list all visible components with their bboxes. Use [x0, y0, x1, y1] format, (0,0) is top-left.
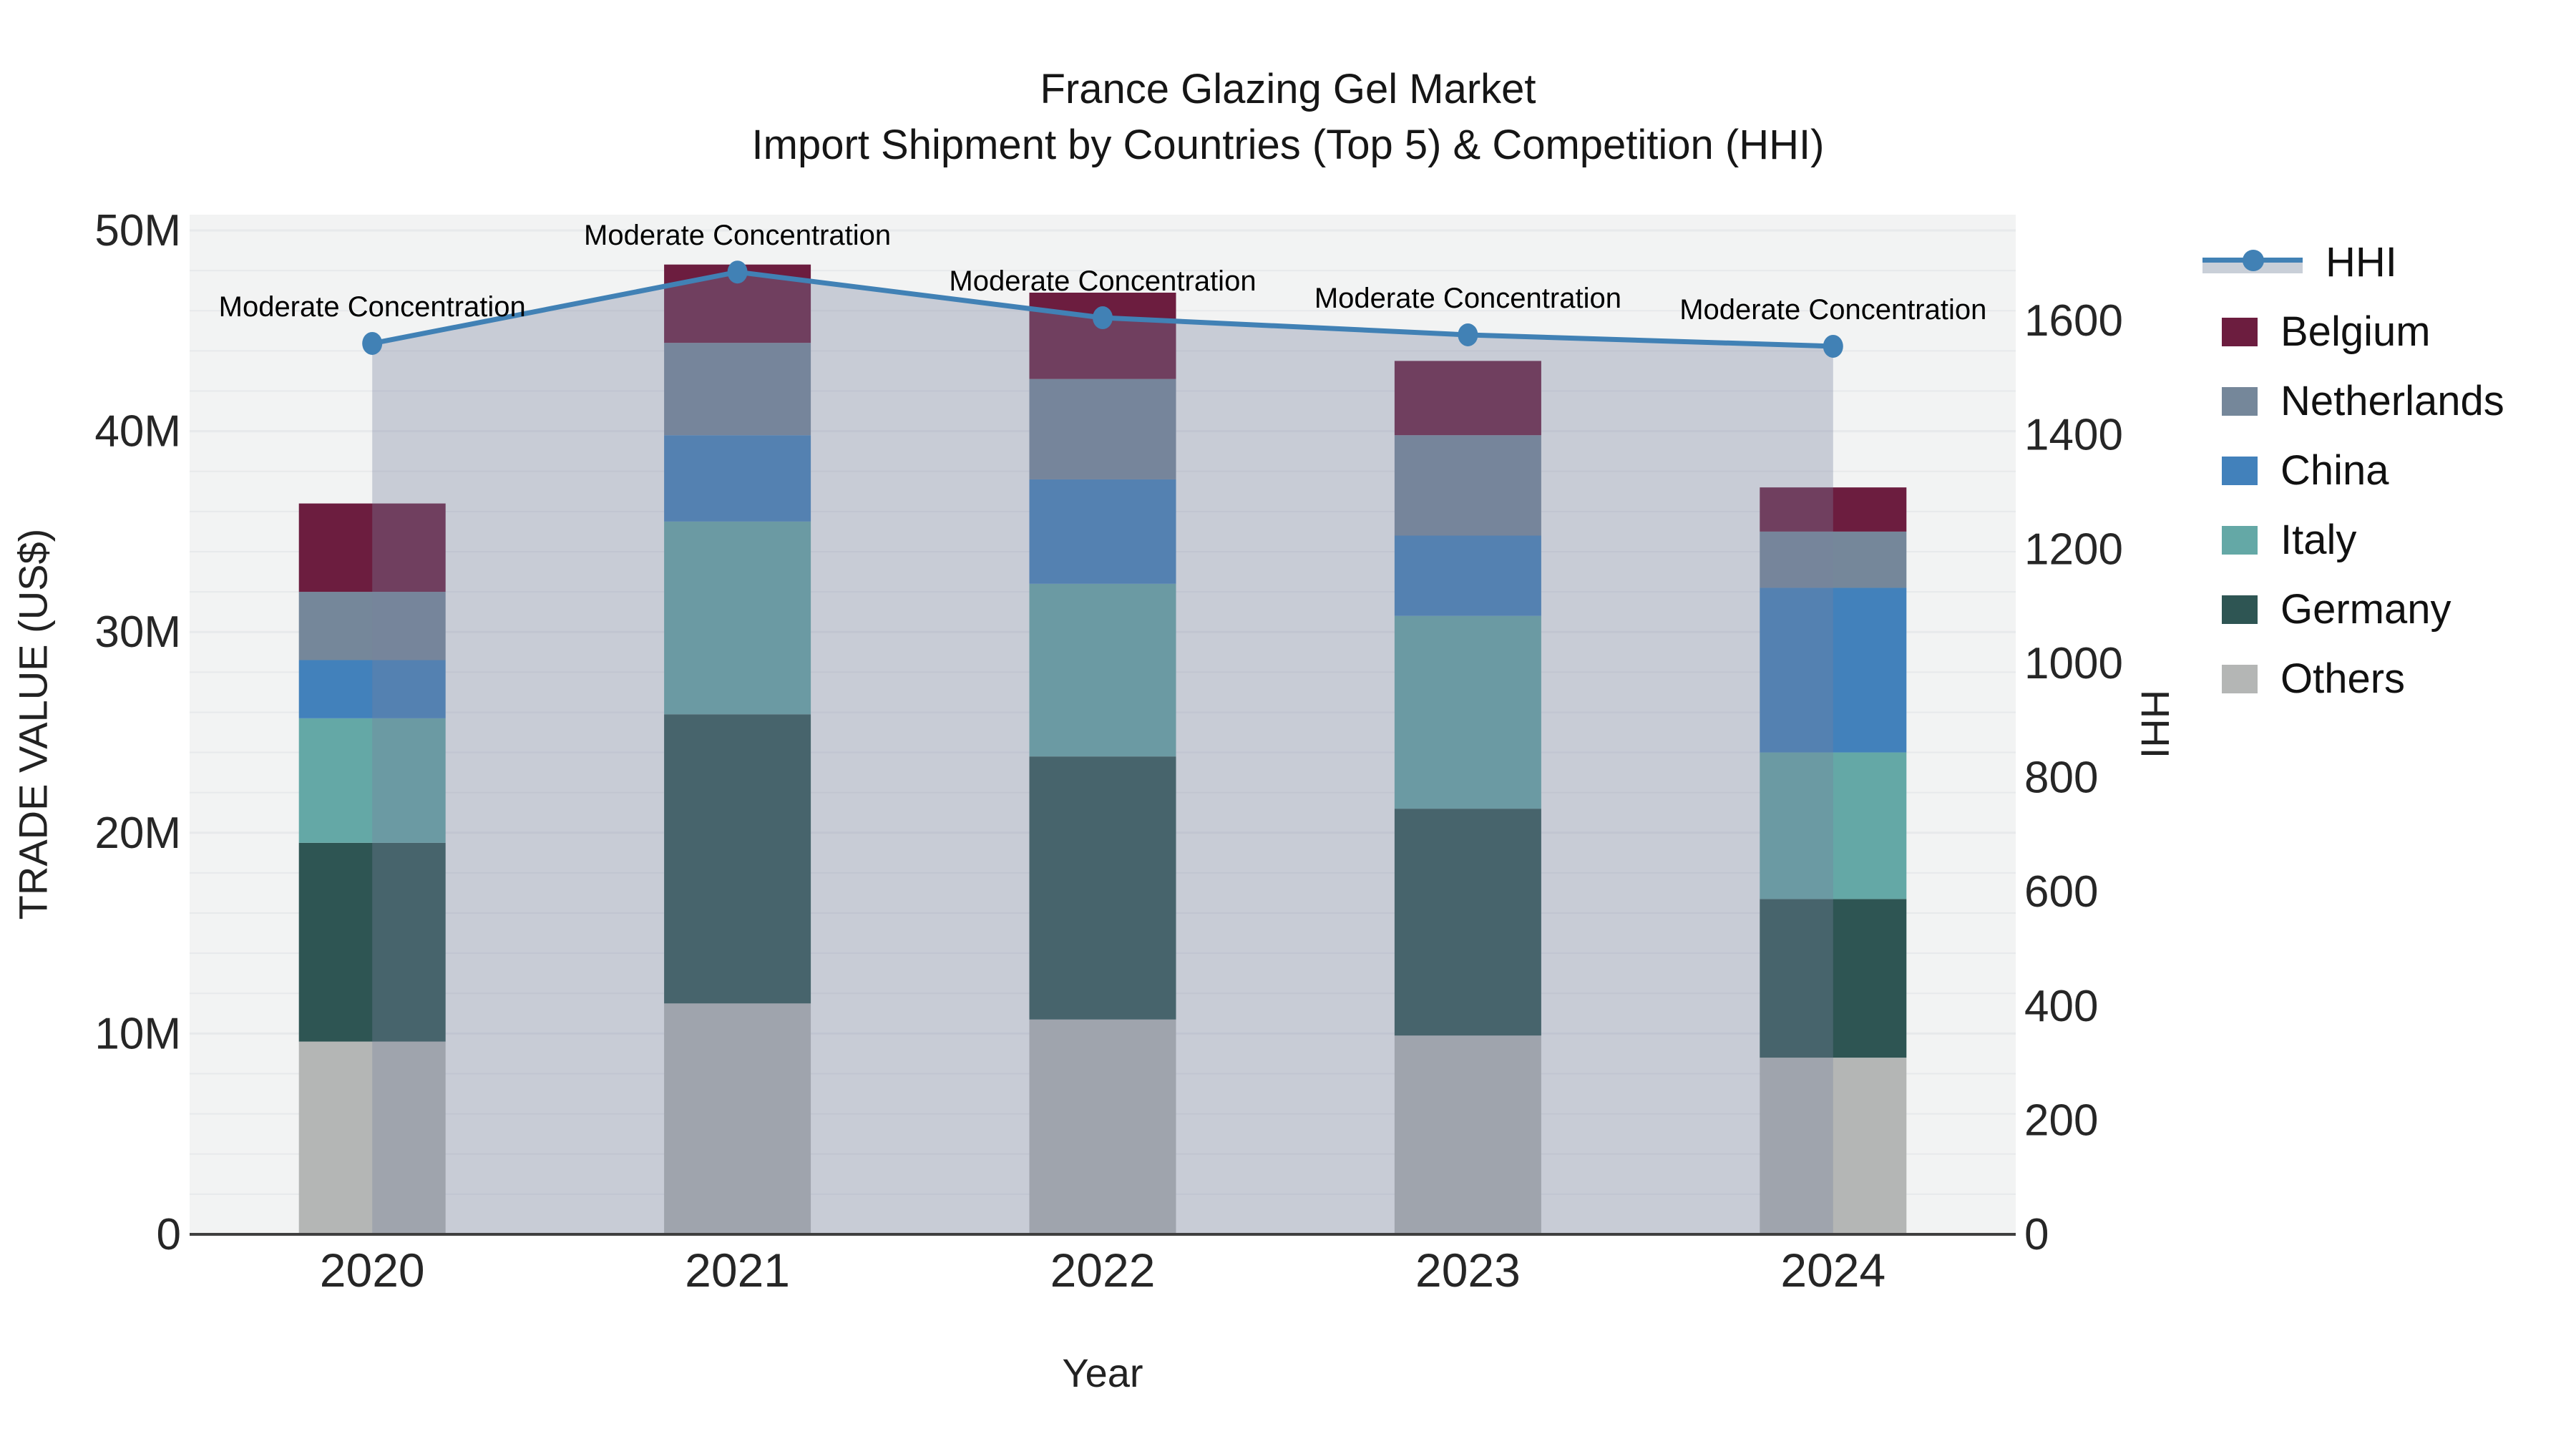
- legend-swatch-china: [2222, 456, 2258, 485]
- bar-segment-others-2024[interactable]: [1760, 1058, 1907, 1234]
- y-left-tick-40M: 40M: [94, 407, 181, 457]
- bar-segment-others-2020[interactable]: [298, 1041, 446, 1234]
- legend-swatch-germany: [2222, 595, 2258, 624]
- y-left-tick-20M: 20M: [94, 809, 181, 858]
- legend-item-belgium[interactable]: Belgium: [2202, 297, 2504, 366]
- bar-segment-italy-2022[interactable]: [1029, 583, 1176, 757]
- hhi-marker-2022[interactable]: [1093, 306, 1113, 330]
- y-left-tick-10M: 10M: [94, 1009, 181, 1058]
- y-right-tick-600: 600: [2024, 867, 2098, 917]
- y-right-tick-800: 800: [2024, 753, 2098, 803]
- y-right-tick-400: 400: [2024, 982, 2098, 1031]
- bar-segment-belgium-2020[interactable]: [298, 503, 446, 592]
- legend-item-china[interactable]: China: [2202, 436, 2504, 505]
- hhi-area: [372, 272, 1833, 1234]
- bar-segment-germany-2024[interactable]: [1760, 899, 1907, 1058]
- legend-swatch-belgium: [2222, 317, 2258, 346]
- x-tick-2024: 2024: [1780, 1244, 1885, 1297]
- annotation-2024: Moderate Concentration: [1679, 294, 1986, 326]
- hhi-marker-2023[interactable]: [1458, 323, 1478, 346]
- y-right-tick-1600: 1600: [2024, 296, 2123, 346]
- bar-segment-italy-2024[interactable]: [1760, 752, 1907, 899]
- y-right-tick-1400: 1400: [2024, 411, 2123, 460]
- chart-title-line1: France Glazing Gel Market: [1040, 66, 1536, 112]
- bar-segment-netherlands-2024[interactable]: [1760, 531, 1907, 588]
- bar-segment-netherlands-2023[interactable]: [1394, 435, 1541, 536]
- x-tick-2023: 2023: [1415, 1244, 1521, 1297]
- annotation-2020: Moderate Concentration: [219, 291, 526, 323]
- bar-segment-italy-2021[interactable]: [664, 521, 811, 715]
- bar-segment-china-2024[interactable]: [1760, 587, 1907, 753]
- legend-label-hhi: HHI: [2326, 239, 2397, 286]
- bar-segment-netherlands-2022[interactable]: [1029, 379, 1176, 479]
- bar-segment-germany-2023[interactable]: [1394, 809, 1541, 1036]
- chart-title: France Glazing Gel Market Import Shipmen…: [0, 62, 2576, 173]
- bar-segment-belgium-2023[interactable]: [1394, 361, 1541, 436]
- legend-label-belgium: Belgium: [2280, 308, 2431, 355]
- y-left-tick-30M: 30M: [94, 608, 181, 657]
- x-tick-2021: 2021: [685, 1244, 790, 1297]
- bar-segment-germany-2022[interactable]: [1029, 756, 1176, 1020]
- bar-segment-netherlands-2021[interactable]: [664, 343, 811, 436]
- legend-label-netherlands: Netherlands: [2280, 378, 2504, 424]
- y-right-axis-title: HHI: [2132, 689, 2178, 759]
- bar-segment-italy-2023[interactable]: [1394, 615, 1541, 809]
- bar-segment-china-2022[interactable]: [1029, 479, 1176, 584]
- legend-item-italy[interactable]: Italy: [2202, 505, 2504, 575]
- annotation-2023: Moderate Concentration: [1314, 283, 1621, 314]
- y-right-tick-0: 0: [2024, 1210, 2049, 1259]
- legend-item-others[interactable]: Others: [2202, 644, 2504, 713]
- hhi-marker-2021[interactable]: [727, 260, 748, 284]
- legend-item-hhi[interactable]: HHI: [2202, 228, 2504, 297]
- legend: HHI Belgium Netherlands China Italy Germany Ot…: [2202, 228, 2504, 713]
- y-right-tick-1200: 1200: [2024, 525, 2123, 574]
- x-axis-title: Year: [1062, 1350, 1143, 1395]
- bar-segment-germany-2021[interactable]: [664, 714, 811, 1004]
- bar-segment-netherlands-2020[interactable]: [298, 592, 446, 660]
- hhi-marker-dot-icon: [2243, 249, 2264, 271]
- x-tick-2020: 2020: [320, 1244, 425, 1297]
- annotation-2022: Moderate Concentration: [949, 265, 1256, 297]
- legend-swatch-netherlands: [2222, 386, 2258, 416]
- legend-item-netherlands[interactable]: Netherlands: [2202, 366, 2504, 436]
- bar-segment-germany-2020[interactable]: [298, 842, 446, 1042]
- hhi-marker-2024[interactable]: [1823, 334, 1843, 358]
- hhi-line-icon: [2202, 249, 2303, 273]
- bar-segment-italy-2020[interactable]: [298, 718, 446, 843]
- bar-segment-china-2023[interactable]: [1394, 535, 1541, 616]
- legend-item-germany[interactable]: Germany: [2202, 575, 2504, 644]
- bar-segment-others-2023[interactable]: [1394, 1035, 1541, 1234]
- legend-label-germany: Germany: [2280, 586, 2451, 633]
- y-left-axis-title: TRADE VALUE (US$): [10, 528, 56, 920]
- legend-label-china: China: [2280, 447, 2389, 494]
- y-right-tick-200: 200: [2024, 1096, 2098, 1145]
- bar-segment-belgium-2024[interactable]: [1760, 487, 1907, 532]
- legend-swatch-others: [2222, 664, 2258, 693]
- annotation-2021: Moderate Concentration: [584, 220, 891, 251]
- bar-segment-others-2021[interactable]: [664, 1003, 811, 1234]
- hhi-marker-2020[interactable]: [362, 331, 383, 355]
- legend-swatch-italy: [2222, 525, 2258, 555]
- legend-label-italy: Italy: [2280, 517, 2357, 563]
- bar-segment-china-2021[interactable]: [664, 435, 811, 522]
- bar-segment-others-2022[interactable]: [1029, 1019, 1176, 1234]
- y-left-tick-50M: 50M: [94, 206, 181, 255]
- legend-label-others: Others: [2280, 655, 2406, 702]
- bar-segment-china-2020[interactable]: [298, 660, 446, 718]
- chart-title-line2: Import Shipment by Countries (Top 5) & C…: [751, 122, 1825, 168]
- x-tick-2022: 2022: [1050, 1244, 1156, 1297]
- y-left-tick-0: 0: [157, 1210, 181, 1259]
- y-right-tick-1000: 1000: [2024, 639, 2123, 688]
